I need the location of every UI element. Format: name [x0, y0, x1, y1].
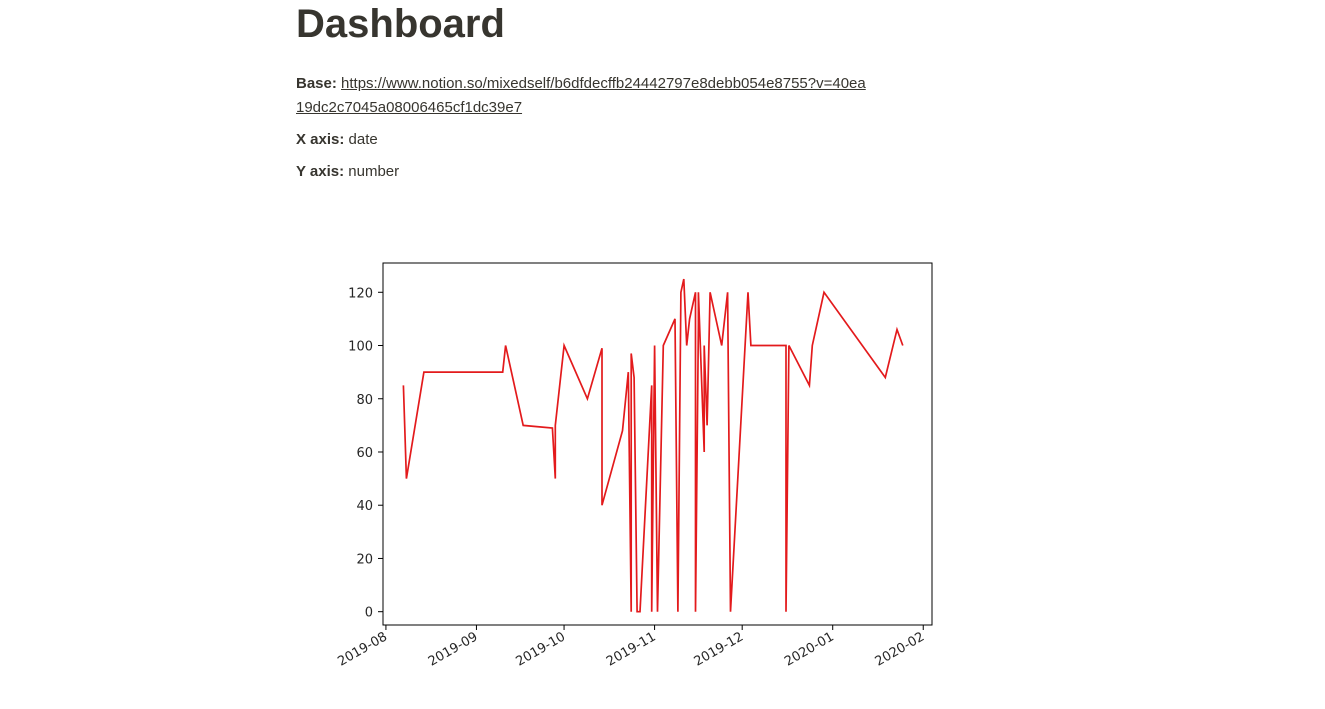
y-tick-label: 0 [365, 606, 373, 621]
x-tick-label: 2019-12 [692, 629, 747, 669]
x-tick-label: 2020-01 [782, 629, 837, 669]
y-axis-row: Y axis: number [296, 160, 399, 184]
line-chart: 0 20 40 60 80 100 120 2019-08 2019-09 2019-10 2019… [316, 250, 956, 690]
base-link[interactable]: https://www.notion.so/mixedself/b6dfdecf… [296, 75, 866, 116]
x-tick-label: 2019-10 [514, 629, 569, 669]
x-axis-value: date [348, 131, 378, 148]
x-tick-label: 2019-11 [604, 629, 659, 669]
y-axis-value: number [348, 163, 400, 180]
x-tick-label: 2019-09 [426, 629, 481, 669]
base-label: Base: [296, 75, 337, 92]
x-tick-label: 2019-08 [335, 629, 390, 669]
y-tick-label: 100 [348, 340, 373, 355]
y-tick-label: 60 [356, 446, 373, 461]
x-axis-label: X axis: [296, 131, 345, 148]
y-tick-label: 80 [356, 393, 373, 408]
y-axis-label: Y axis: [296, 163, 345, 180]
y-tick-label: 120 [348, 286, 373, 301]
series-line [402, 278, 904, 613]
y-tick-label: 20 [356, 552, 373, 567]
base-row: Base: https://www.notion.so/mixedself/b6… [296, 72, 866, 120]
x-tick-label: 2020-02 [873, 629, 928, 669]
plot-frame [382, 262, 933, 626]
chart-svg: 0 20 40 60 80 100 120 2019-08 2019-09 2019-10 2019… [335, 262, 933, 670]
y-tick-label: 40 [356, 499, 373, 514]
x-axis-row: X axis: date [296, 128, 378, 152]
page-title: Dashboard [296, 2, 505, 46]
